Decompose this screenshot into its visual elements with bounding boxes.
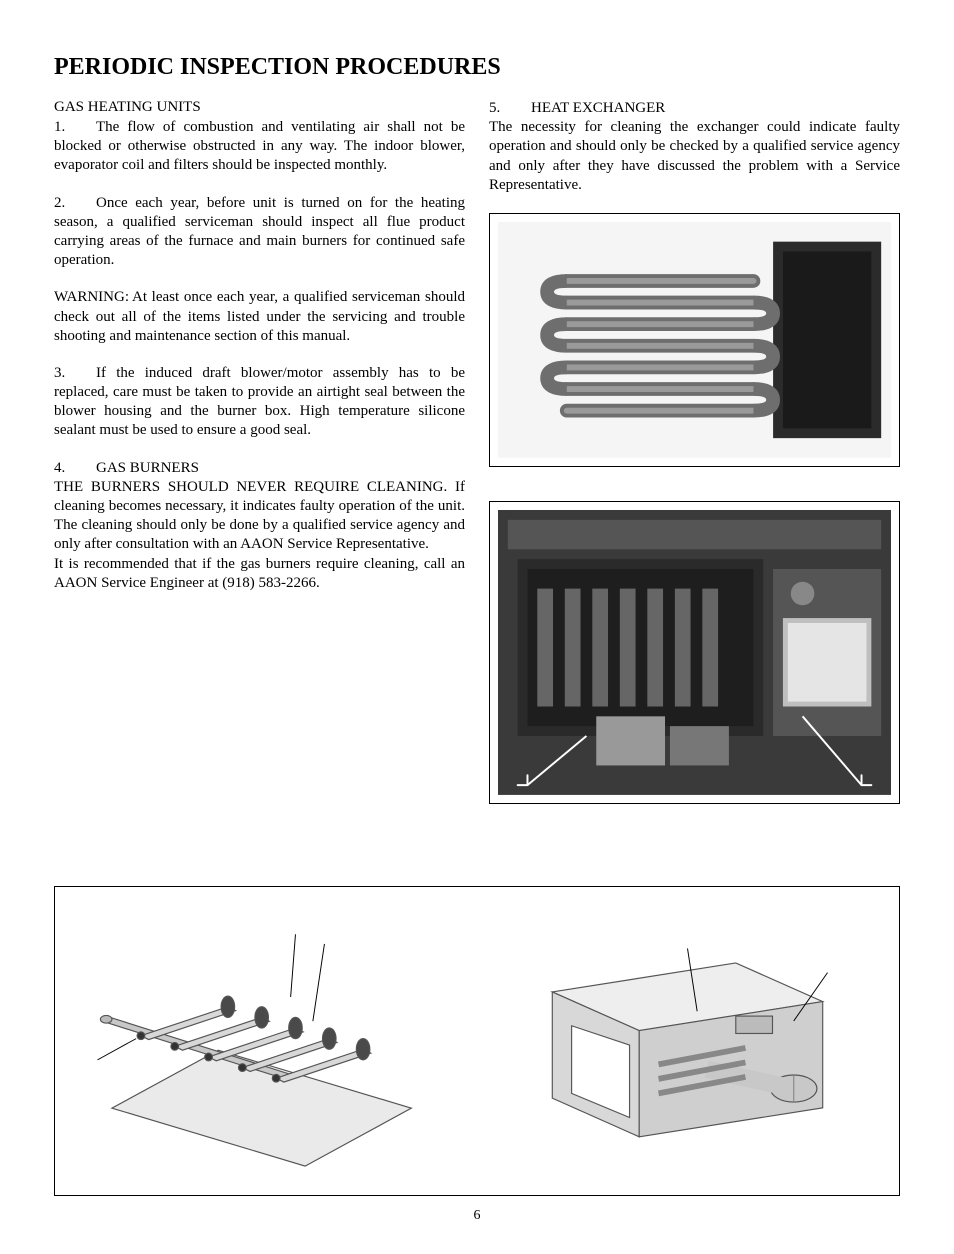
paragraph-3: 3.If the induced draft blower/motor asse… [54, 364, 465, 441]
paragraph-5-head: 5.HEAT EXCHANGER [489, 99, 900, 118]
burner-box-drawing [504, 934, 871, 1156]
paragraph-5: The necessity for cleaning the exchanger… [489, 118, 900, 195]
item-number-4: 4. [54, 459, 96, 478]
paragraph-4-head: 4.GAS BURNERS [54, 459, 465, 478]
paragraph-4a: THE BURNERS SHOULD NEVER REQUIRE CLEANIN… [54, 478, 465, 555]
gas-burner-photo-frame [489, 501, 900, 804]
heat-exchanger-photo-frame [489, 213, 900, 467]
gas-burner-photo [498, 510, 891, 795]
two-column-layout: GAS HEATING UNITS 1.The flow of combusti… [54, 99, 900, 838]
item-number-5: 5. [489, 99, 531, 118]
paragraph-4b: It is recommended that if the gas burner… [54, 555, 465, 593]
right-column: 5.HEAT EXCHANGER The necessity for clean… [489, 99, 900, 838]
item-number-1: 1. [54, 118, 96, 137]
heat-exchanger-photo [498, 222, 891, 458]
item-number-2: 2. [54, 194, 96, 213]
page-title: PERIODIC INSPECTION PROCEDURES [54, 54, 900, 81]
warning-paragraph: WARNING:At least once each year, a quali… [54, 288, 465, 346]
bottom-drawings-frame [54, 886, 900, 1197]
left-column: GAS HEATING UNITS 1.The flow of combusti… [54, 99, 465, 838]
item-number-3: 3. [54, 364, 96, 383]
heat-exchanger-heading: HEAT EXCHANGER [531, 100, 665, 116]
gas-heating-units-heading: GAS HEATING UNITS [54, 99, 465, 116]
paragraph-2-text: Once each year, before unit is turned on… [54, 195, 465, 269]
page-number: 6 [54, 1208, 900, 1224]
paragraph-1: 1.The flow of combustion and ventilating… [54, 118, 465, 176]
paragraph-2: 2.Once each year, before unit is turned … [54, 194, 465, 271]
warning-label: WARNING: [54, 288, 132, 307]
burner-manifold-drawing [83, 915, 450, 1176]
paragraph-3-text: If the induced draft blower/motor assemb… [54, 365, 465, 439]
paragraph-1-text: The flow of combustion and ventilating a… [54, 119, 465, 173]
gas-burners-heading: GAS BURNERS [96, 460, 199, 476]
